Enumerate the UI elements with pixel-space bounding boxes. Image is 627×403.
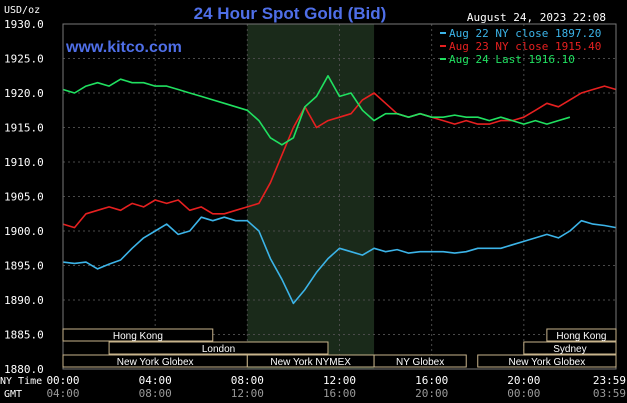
timestamp: August 24, 2023 22:08 xyxy=(467,11,606,24)
y-tick-label: 1905.0 xyxy=(4,191,44,204)
nymex-session-band xyxy=(247,24,375,369)
x-tick-gmt: 16:00 xyxy=(323,387,356,400)
x-tick-ny: 23:59 xyxy=(593,374,626,387)
series-line-1 xyxy=(62,216,617,305)
session-label: NY Globex xyxy=(396,357,444,368)
x-tick-gmt: 12:00 xyxy=(231,387,264,400)
y-tick-label: 1895.0 xyxy=(4,260,44,273)
series-line-2 xyxy=(62,85,617,229)
x-tick-gmt: 20:00 xyxy=(415,387,448,400)
session-label: Sydney xyxy=(553,344,586,355)
x-tick-ny: 12:00 xyxy=(323,374,356,387)
y-tick-label: 1900.0 xyxy=(4,225,44,238)
session-box xyxy=(477,354,617,368)
x-tick-ny: 20:00 xyxy=(507,374,540,387)
y-tick-label: 1880.0 xyxy=(4,363,44,376)
y-tick-label: 1890.0 xyxy=(4,294,44,307)
y-tick-label: 1930.0 xyxy=(4,18,44,31)
session-label: London xyxy=(202,344,235,355)
x-tick-gmt: 04:00 xyxy=(46,387,79,400)
y-axis-unit: USD/oz xyxy=(4,5,40,16)
ny-time-label: NY Time xyxy=(0,376,42,387)
legend-entry: Aug 23 NY close 1915.40 xyxy=(449,40,601,53)
chart-title: 24 Hour Spot Gold (Bid) xyxy=(194,4,387,23)
x-tick-ny: 16:00 xyxy=(415,374,448,387)
y-tick-label: 1915.0 xyxy=(4,122,44,135)
x-tick-ny: 08:00 xyxy=(231,374,264,387)
session-box xyxy=(62,328,214,342)
y-tick-label: 1920.0 xyxy=(4,87,44,100)
session-box xyxy=(523,341,617,355)
session-label: Hong Kong xyxy=(113,331,163,342)
session-label: New York NYMEX xyxy=(270,357,351,368)
x-tick-gmt: 03:59 xyxy=(593,387,626,400)
x-tick-ny: 00:00 xyxy=(46,374,79,387)
y-tick-label: 1910.0 xyxy=(4,156,44,169)
session-label: New York Globex xyxy=(509,357,586,368)
legend-entry: Aug 22 NY close 1897.20 xyxy=(449,27,601,40)
legend-entry: Aug 24 Last 1916.10 xyxy=(449,53,575,66)
x-tick-gmt: 00:00 xyxy=(507,387,540,400)
x-tick-gmt: 08:00 xyxy=(139,387,172,400)
session-box xyxy=(373,354,467,368)
x-tick-ny: 04:00 xyxy=(139,374,172,387)
gmt-label: GMT xyxy=(4,389,22,400)
website-link[interactable]: www.kitco.com xyxy=(65,39,182,56)
session-label: New York Globex xyxy=(117,357,194,368)
y-tick-label: 1885.0 xyxy=(4,329,44,342)
y-tick-label: 1925.0 xyxy=(4,53,44,66)
session-box xyxy=(546,328,617,342)
series-line-3 xyxy=(62,75,571,146)
session-label: Hong Kong xyxy=(556,331,606,342)
plot-frame xyxy=(62,23,617,370)
session-box xyxy=(108,341,329,355)
